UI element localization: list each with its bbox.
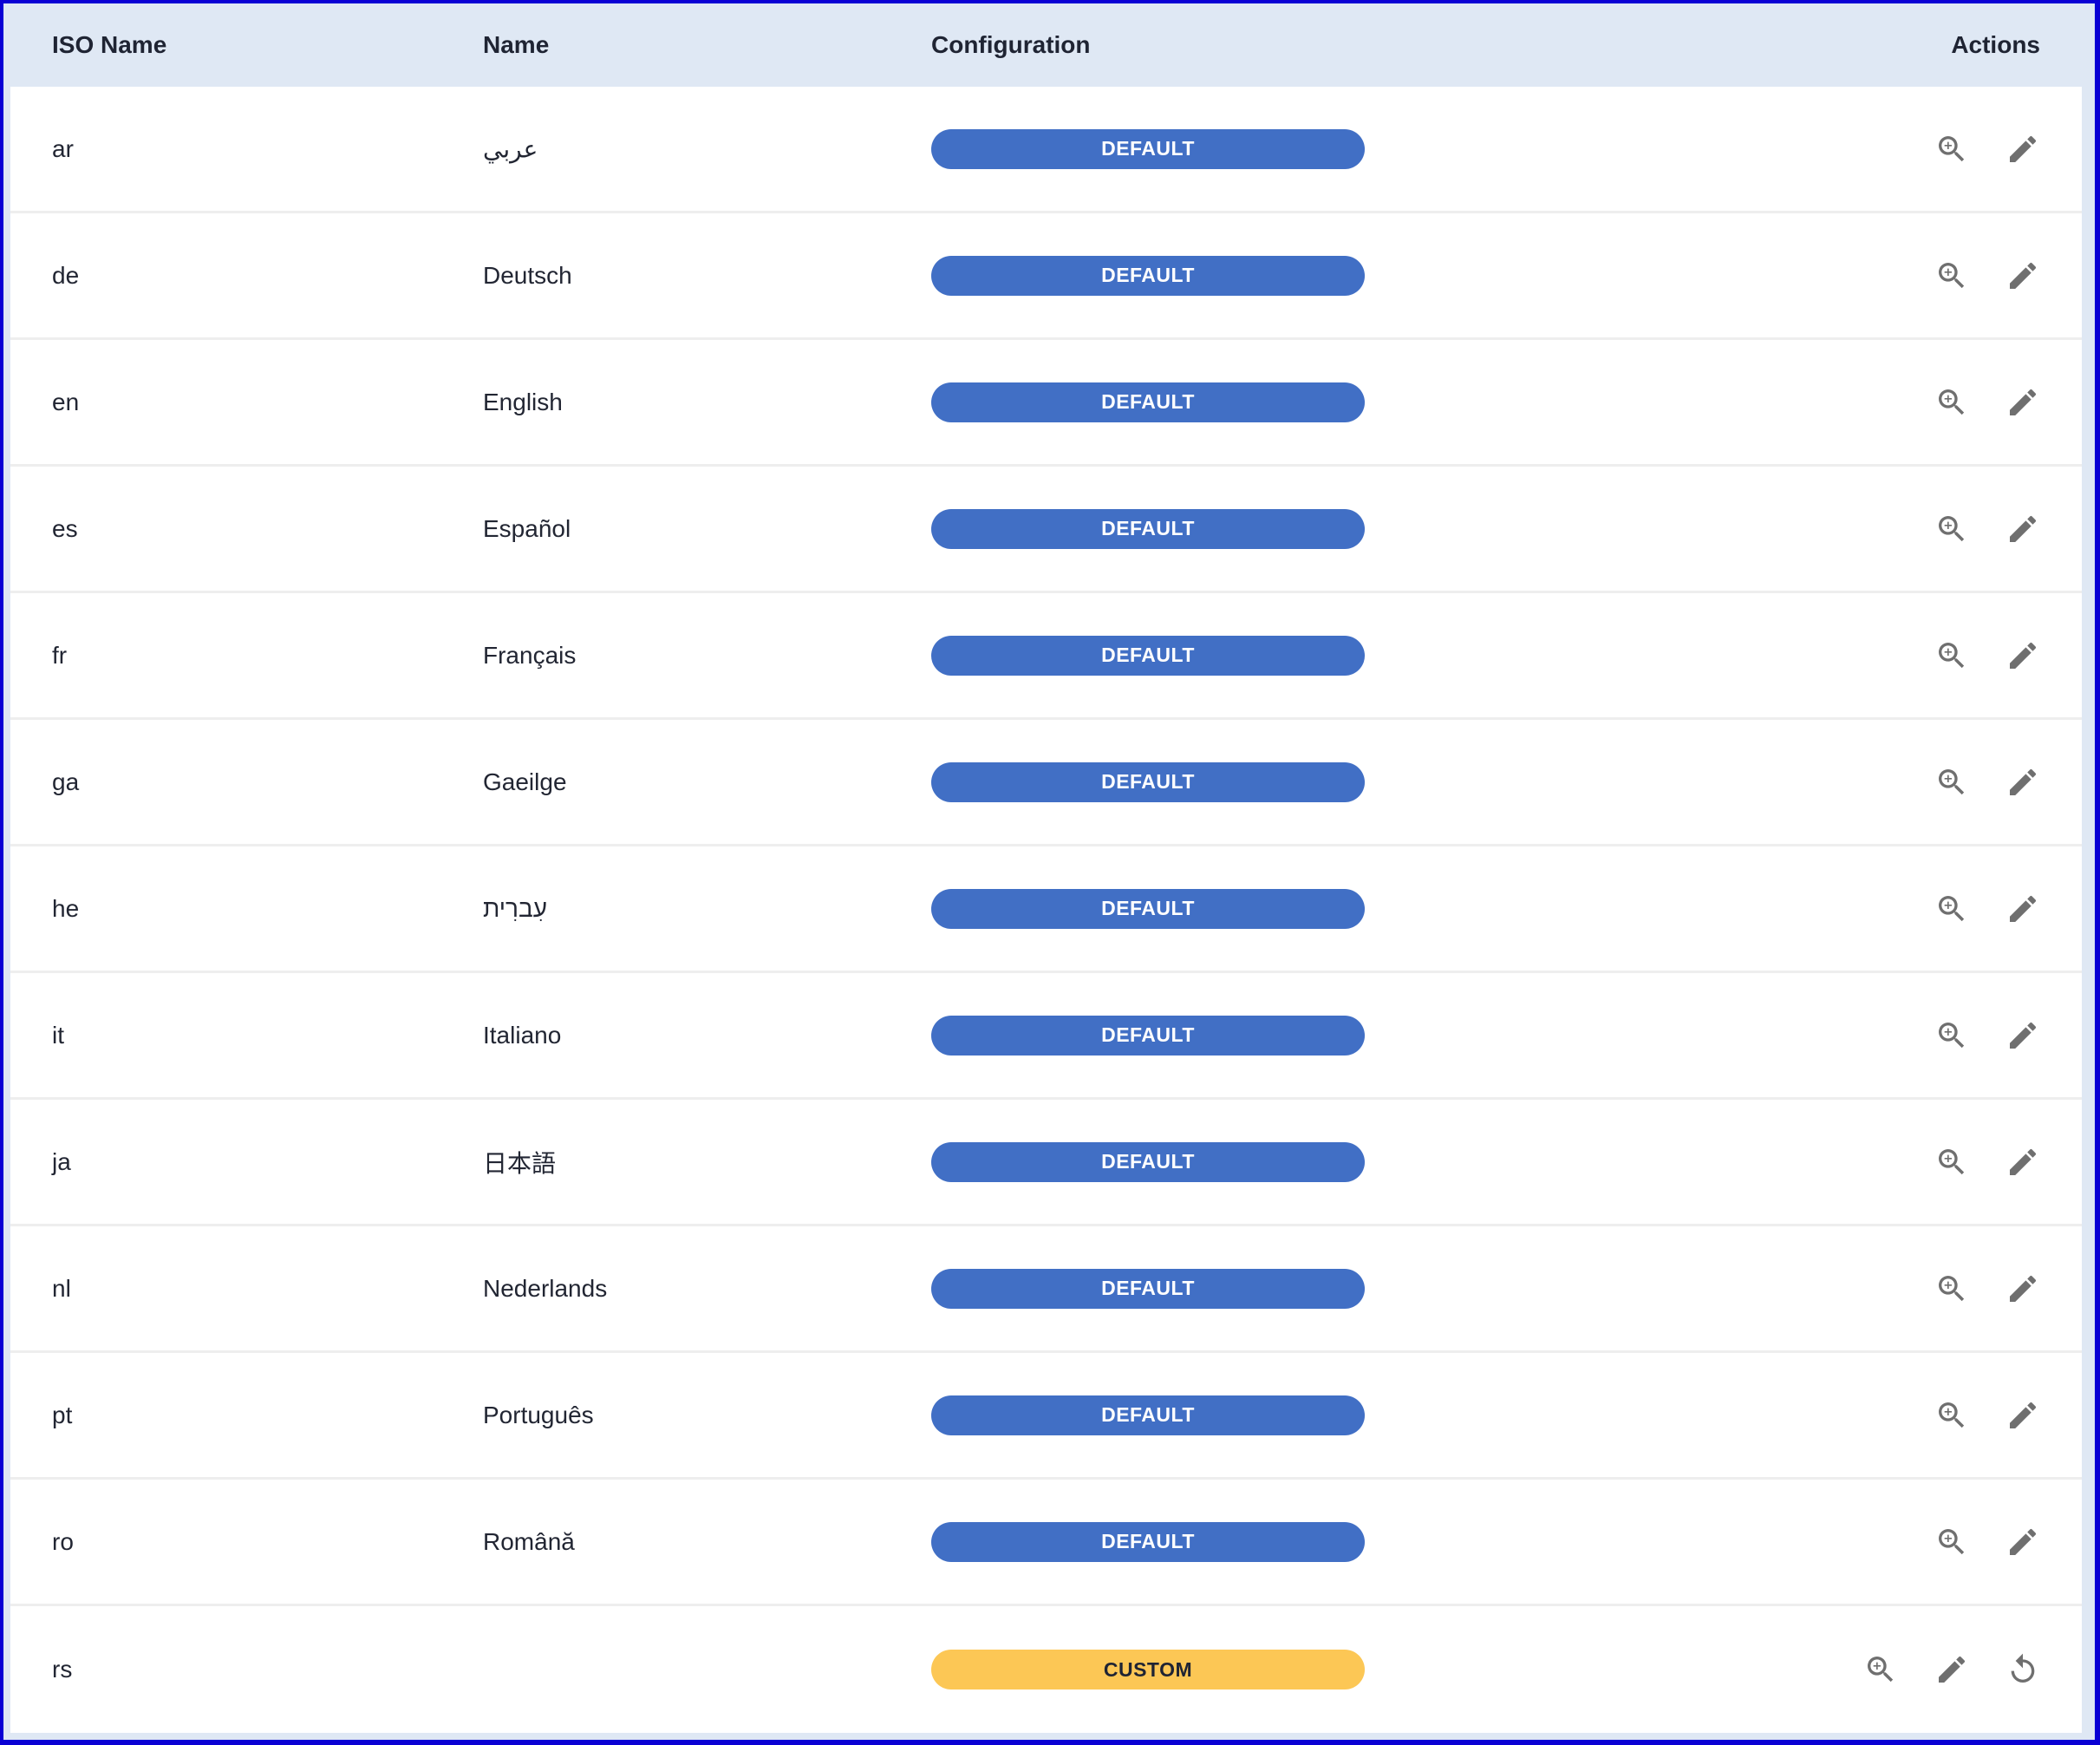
table-row: ja 日本語 DEFAULT <box>10 1100 2082 1226</box>
default-config-badge: DEFAULT <box>931 635 1365 676</box>
iso-name-cell: en <box>52 388 80 415</box>
language-name-cell: 日本語 <box>483 1149 557 1177</box>
iso-name-cell: de <box>52 261 80 289</box>
pencil-icon[interactable] <box>2005 1398 2040 1433</box>
row-actions <box>1934 1525 2040 1559</box>
pencil-icon[interactable] <box>2005 512 2040 546</box>
table-row: en English DEFAULT <box>10 340 2082 467</box>
iso-name-cell: pt <box>52 1401 73 1428</box>
language-name-cell: Deutsch <box>483 261 572 289</box>
zoom-in-icon[interactable] <box>1934 1018 1969 1053</box>
pencil-icon[interactable] <box>2005 1145 2040 1180</box>
pencil-icon[interactable] <box>2005 765 2040 800</box>
iso-name-cell: he <box>52 894 80 922</box>
row-actions <box>1934 258 2040 293</box>
table-header: ISO Name Name Configuration Actions <box>10 3 2082 87</box>
iso-name-cell: ar <box>52 134 74 162</box>
iso-name-cell: ja <box>52 1147 71 1175</box>
default-config-badge: DEFAULT <box>931 1141 1365 1182</box>
zoom-in-icon[interactable] <box>1934 765 1969 800</box>
default-config-badge: DEFAULT <box>931 1015 1365 1055</box>
iso-name-cell: es <box>52 514 78 542</box>
pencil-icon[interactable] <box>1934 1652 1969 1687</box>
table-body: ar عربي DEFAULT de Deutsch DEFAULT en English DE… <box>10 87 2082 1733</box>
zoom-in-icon[interactable] <box>1934 638 1969 673</box>
row-actions <box>1863 1652 2040 1687</box>
language-name-cell: עִברִית <box>483 894 548 922</box>
language-name-cell: عربي <box>483 135 538 162</box>
default-config-badge: DEFAULT <box>931 761 1365 802</box>
zoom-in-icon[interactable] <box>1934 1145 1969 1180</box>
zoom-in-icon[interactable] <box>1934 1525 1969 1559</box>
iso-name-cell: it <box>52 1021 64 1049</box>
default-config-badge: DEFAULT <box>931 255 1365 296</box>
pencil-icon[interactable] <box>2005 638 2040 673</box>
pencil-icon[interactable] <box>2005 1271 2040 1306</box>
zoom-in-icon[interactable] <box>1863 1652 1898 1687</box>
language-name-cell: Gaeilge <box>483 768 567 795</box>
header-iso-name[interactable]: ISO Name <box>52 31 167 58</box>
iso-name-cell: nl <box>52 1274 71 1302</box>
zoom-in-icon[interactable] <box>1934 385 1969 420</box>
default-config-badge: DEFAULT <box>931 1395 1365 1435</box>
row-actions <box>1934 1145 2040 1180</box>
default-config-badge: DEFAULT <box>931 128 1365 169</box>
row-actions <box>1934 1271 2040 1306</box>
header-name[interactable]: Name <box>483 31 550 58</box>
row-actions <box>1934 765 2040 800</box>
table-row: es Español DEFAULT <box>10 467 2082 593</box>
language-name-cell: English <box>483 388 563 415</box>
pencil-icon[interactable] <box>2005 1018 2040 1053</box>
row-actions <box>1934 1018 2040 1053</box>
pencil-icon[interactable] <box>2005 385 2040 420</box>
row-actions <box>1934 132 2040 167</box>
table-row: fr Français DEFAULT <box>10 593 2082 720</box>
pencil-icon[interactable] <box>2005 892 2040 926</box>
header-actions: Actions <box>1951 31 2040 58</box>
window-frame: ISO Name Name Configuration Actions ar عر… <box>3 3 2095 1740</box>
table-row: nl Nederlands DEFAULT <box>10 1226 2082 1353</box>
zoom-in-icon[interactable] <box>1934 132 1969 167</box>
row-actions <box>1934 638 2040 673</box>
row-actions <box>1934 512 2040 546</box>
table-row: it Italiano DEFAULT <box>10 973 2082 1100</box>
pencil-icon[interactable] <box>2005 132 2040 167</box>
table-row: pt Português DEFAULT <box>10 1353 2082 1480</box>
row-actions <box>1934 385 2040 420</box>
language-name-cell: Français <box>483 641 577 669</box>
table-row: rs CUSTOM <box>10 1606 2082 1733</box>
default-config-badge: DEFAULT <box>931 508 1365 549</box>
custom-config-badge: CUSTOM <box>931 1650 1365 1689</box>
zoom-in-icon[interactable] <box>1934 892 1969 926</box>
row-actions <box>1934 892 2040 926</box>
language-name-cell: Nederlands <box>483 1274 608 1302</box>
zoom-in-icon[interactable] <box>1934 1398 1969 1433</box>
iso-name-cell: fr <box>52 641 68 669</box>
row-actions <box>1934 1398 2040 1433</box>
default-config-badge: DEFAULT <box>931 1521 1365 1562</box>
language-name-cell: Română <box>483 1527 575 1555</box>
languages-table: ISO Name Name Configuration Actions ar عر… <box>10 3 2082 1733</box>
default-config-badge: DEFAULT <box>931 1268 1365 1309</box>
table-row: ro Română DEFAULT <box>10 1480 2082 1606</box>
pencil-icon[interactable] <box>2005 258 2040 293</box>
zoom-in-icon[interactable] <box>1934 1271 1969 1306</box>
language-name-cell: Español <box>483 514 571 542</box>
table-row: ar عربي DEFAULT <box>10 87 2082 213</box>
zoom-in-icon[interactable] <box>1934 512 1969 546</box>
language-name-cell: Italiano <box>483 1021 562 1049</box>
iso-name-cell: rs <box>52 1656 73 1683</box>
table-row: ga Gaeilge DEFAULT <box>10 720 2082 846</box>
table-row: de Deutsch DEFAULT <box>10 213 2082 340</box>
language-name-cell: Português <box>483 1401 594 1428</box>
iso-name-cell: ga <box>52 768 80 795</box>
table-row: he עִברִית DEFAULT <box>10 846 2082 973</box>
default-config-badge: DEFAULT <box>931 382 1365 422</box>
pencil-icon[interactable] <box>2005 1525 2040 1559</box>
iso-name-cell: ro <box>52 1527 74 1555</box>
zoom-in-icon[interactable] <box>1934 258 1969 293</box>
default-config-badge: DEFAULT <box>931 888 1365 929</box>
header-configuration[interactable]: Configuration <box>931 31 1091 58</box>
reset-icon[interactable] <box>2005 1652 2040 1687</box>
